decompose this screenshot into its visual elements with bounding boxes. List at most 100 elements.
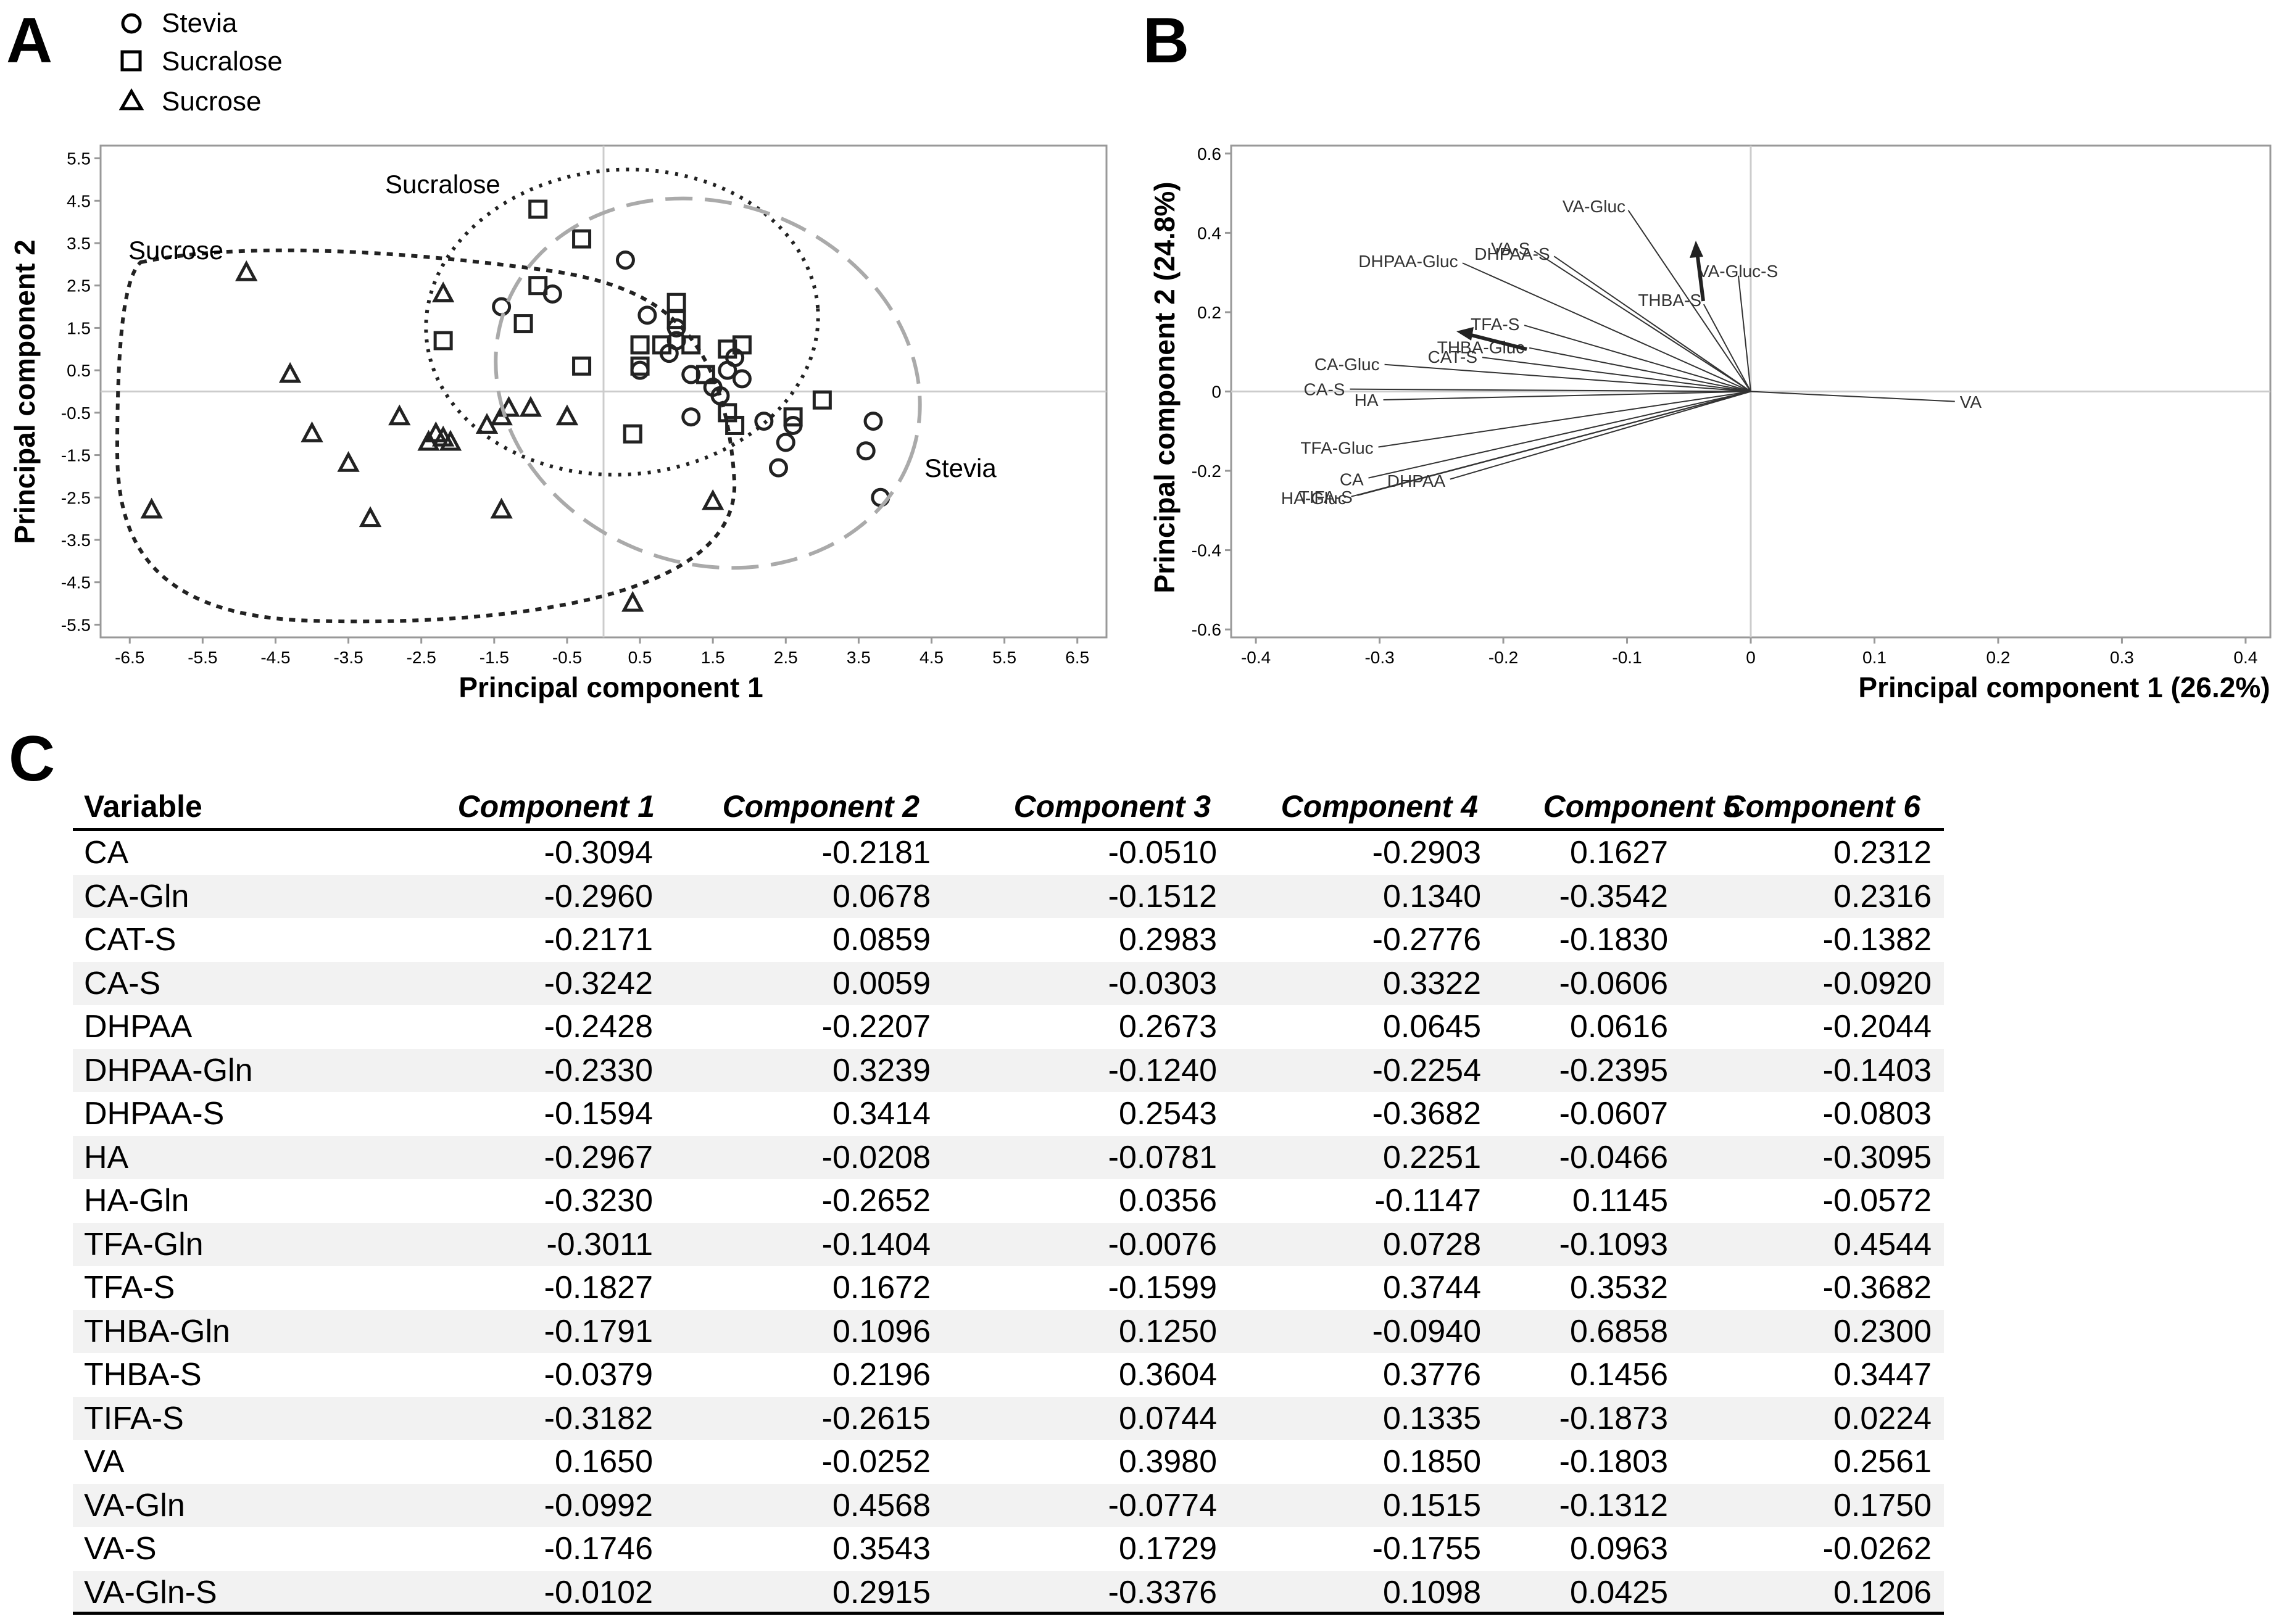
component-3-cell: -0.1512 xyxy=(1108,878,1217,914)
component-2-cell: 0.2915 xyxy=(832,1574,931,1610)
sucralose-point xyxy=(433,331,453,350)
stevia-point xyxy=(637,305,657,325)
stevia-group-ellipse xyxy=(494,196,922,570)
loading-vector xyxy=(1737,275,1751,392)
component-2-cell: -0.0208 xyxy=(821,1139,931,1175)
loading-vector xyxy=(1627,210,1751,392)
variable-cell: THBA-Gln xyxy=(84,1313,230,1349)
sucralose-point xyxy=(528,276,548,296)
variable-cell: CA-Gln xyxy=(84,878,189,914)
loading-vector xyxy=(1384,363,1751,392)
loading-label: HA xyxy=(1355,391,1379,410)
legend: Stevia Sucralose Sucrose xyxy=(118,8,283,117)
component-1-cell: -0.1594 xyxy=(544,1096,653,1132)
stevia-point xyxy=(768,458,788,478)
x-tick-label-a: 3.5 xyxy=(847,648,871,667)
y-tick-label-a: -1.5 xyxy=(61,446,91,465)
component-1-cell: -0.2960 xyxy=(544,878,653,914)
table-header-row: Variable Component 1 Component 2 Compone… xyxy=(73,784,1944,831)
y-tick-label-a: -4.5 xyxy=(61,573,91,592)
y-tick-label-b: 0.2 xyxy=(1197,303,1221,322)
y-axis-title-b: Principal component 2 (24.8%) xyxy=(1148,181,1181,593)
component-4-cell: -0.2903 xyxy=(1372,835,1481,871)
component-5-cell: 0.6858 xyxy=(1569,1313,1668,1349)
x-tick-label-a: 4.5 xyxy=(919,648,944,667)
legend-square-marker xyxy=(120,50,142,72)
loading-label: DHPAA-Gluc xyxy=(1358,252,1458,271)
component-4-cell: -0.3682 xyxy=(1372,1096,1481,1132)
component-5-cell: 0.1456 xyxy=(1569,1357,1668,1393)
loading-vector xyxy=(1350,388,1751,392)
component-4-cell: 0.1850 xyxy=(1382,1444,1481,1480)
sucrose-point xyxy=(359,506,382,528)
component-2-cell: 0.3543 xyxy=(832,1531,931,1567)
x-tick-label-b: 0.4 xyxy=(2233,648,2257,667)
sucralose-point xyxy=(630,335,650,355)
loading-vector xyxy=(1529,347,1751,392)
sucrose-point xyxy=(490,497,513,519)
panel-letter-b: B xyxy=(1143,5,1190,77)
component-1-cell: -0.3242 xyxy=(544,965,653,1001)
stevia-point xyxy=(681,407,701,427)
component-4-cell: -0.2254 xyxy=(1372,1052,1481,1088)
variable-cell: THBA-S xyxy=(84,1357,202,1393)
variable-cell: VA-S xyxy=(84,1531,157,1567)
loading-label: VA-Gluc-S xyxy=(1698,262,1778,281)
component-3-cell: 0.2673 xyxy=(1118,1009,1217,1045)
loading-label: VA-Gluc xyxy=(1563,197,1625,216)
component-1-cell: 0.1650 xyxy=(554,1444,653,1480)
component-6-cell: -0.2044 xyxy=(1822,1009,1932,1045)
loading-vector xyxy=(1368,391,1751,479)
table-row: TFA-S -0.1827 0.1672 -0.1599 0.3744 0.3532 -0.… xyxy=(73,1266,1944,1310)
component-1-cell: -0.0379 xyxy=(544,1357,653,1393)
y-tick-label-b: -0.6 xyxy=(1192,620,1221,639)
loading-vector xyxy=(1357,391,1751,496)
sucrose-point xyxy=(621,590,644,612)
table-row: VA-Gln-S -0.0102 0.2915 -0.3376 0.1098 0.0425… xyxy=(73,1570,1944,1614)
table-row: VA 0.1650 -0.0252 0.3980 0.1850 -0.1803 0.2561 xyxy=(73,1440,1944,1484)
component-2-cell: 0.1672 xyxy=(832,1270,931,1306)
component-5-cell: -0.1830 xyxy=(1559,922,1668,958)
y-tick-label-a: -0.5 xyxy=(61,404,91,423)
table-row: THBA-Gln -0.1791 0.1096 0.1250 -0.0940 0.6858… xyxy=(73,1309,1944,1353)
component-2-cell: 0.2196 xyxy=(832,1357,931,1393)
table-bottom-rule xyxy=(73,1612,1944,1615)
loading-label: TIFA-S xyxy=(1299,487,1353,507)
arrow-up xyxy=(1695,251,1705,302)
y-tick-label-a: 5.5 xyxy=(67,149,91,168)
component-6-cell: 0.4544 xyxy=(1833,1226,1932,1262)
loading-vector xyxy=(1524,325,1751,392)
sucralose-point xyxy=(652,335,671,355)
group-label-stevia: Stevia xyxy=(924,454,997,483)
component-6-cell: -0.0572 xyxy=(1822,1183,1932,1219)
sucrose-point xyxy=(278,362,302,383)
sucrose-point xyxy=(235,260,258,281)
sucralose-point xyxy=(572,229,592,249)
header-variable: Variable xyxy=(84,789,202,824)
component-3-cell: -0.1240 xyxy=(1108,1052,1217,1088)
variable-cell: TIFA-S xyxy=(84,1400,184,1436)
component-4-cell: 0.1340 xyxy=(1382,878,1481,914)
component-6-cell: 0.2312 xyxy=(1833,835,1932,871)
component-5-cell: -0.0466 xyxy=(1559,1139,1668,1175)
x-axis-title-a: Principal component 1 xyxy=(459,671,763,703)
component-4-cell: -0.1147 xyxy=(1374,1183,1481,1219)
table-row: HA-Gln -0.3230 -0.2652 0.0356 -0.1147 0.1145 -… xyxy=(73,1179,1944,1223)
sucralose-point xyxy=(630,356,650,376)
component-2-cell: 0.4568 xyxy=(832,1487,931,1523)
x-tick-label-a: -3.5 xyxy=(333,648,363,667)
stevia-point xyxy=(492,297,512,317)
y-tick-label-b: 0 xyxy=(1211,383,1221,402)
component-1-cell: -0.0992 xyxy=(544,1487,653,1523)
sucralose-group-ellipse xyxy=(424,167,820,477)
component-3-cell: -0.0774 xyxy=(1108,1487,1217,1523)
y-tick-label-a: -2.5 xyxy=(61,488,91,507)
loading-label: THBA-Gluc xyxy=(1437,338,1525,357)
sucrose-point xyxy=(431,281,455,302)
sucrose-point xyxy=(555,404,579,426)
pca-score-plot: Stevia Sucralose Sucrose -6.5 -5.5 -4.5 -3.… xyxy=(9,8,1108,703)
component-2-cell: 0.1096 xyxy=(832,1313,931,1349)
arrow-up-head xyxy=(1690,241,1703,258)
variable-cell: VA-Gln-S xyxy=(84,1574,217,1610)
component-3-cell: 0.2983 xyxy=(1118,922,1217,958)
